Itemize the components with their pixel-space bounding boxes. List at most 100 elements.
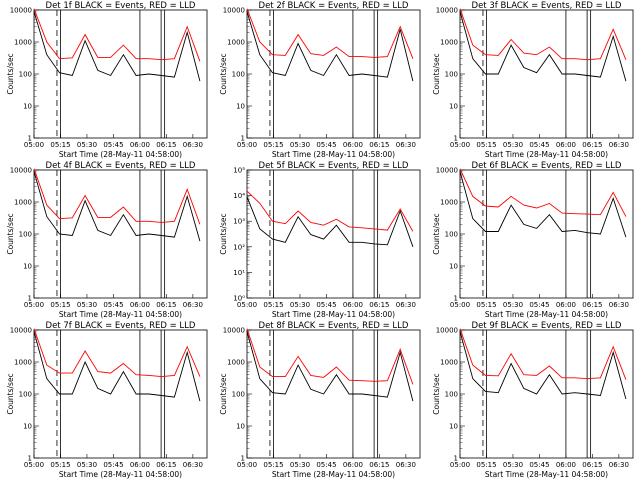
x-tick-label: 06:30 <box>396 461 416 469</box>
x-tick-label: 05:00 <box>24 301 44 309</box>
plot-frame <box>459 329 634 459</box>
y-axis-label: Counts/sec <box>219 213 228 254</box>
y-axis-label: Counts/sec <box>219 373 228 414</box>
y-tick-label: 10 <box>449 423 458 431</box>
panel-title: Det 5f BLACK = Events, RED = LLD <box>259 161 409 171</box>
detector-panel: Det 8f BLACK = Events, RED = LLD Start Ti… <box>219 321 421 479</box>
x-tick-label: 05:45 <box>103 461 123 469</box>
x-tick-label: 05:15 <box>476 461 496 469</box>
lld-series-line <box>33 168 201 225</box>
y-tick-label: 100 <box>445 231 458 239</box>
x-tick-label: 05:30 <box>503 141 523 149</box>
x-tick-label: 06:15 <box>582 301 602 309</box>
y-tick-label: 100 <box>232 391 245 399</box>
y-tick-label: 1000 <box>14 199 32 207</box>
lld-series-line <box>246 190 414 232</box>
y-tick-label: 1 <box>28 135 32 143</box>
y-tick-label: 10000 <box>223 7 245 15</box>
events-series-line <box>33 171 201 242</box>
x-axis-label: Start Time (28-May-11 04:58:00) <box>272 310 395 319</box>
x-tick-label: 06:00 <box>343 141 363 149</box>
y-tick-label: 10000 <box>10 7 32 15</box>
x-axis-label: Start Time (28-May-11 04:58:00) <box>485 310 608 319</box>
x-tick-label: 05:00 <box>450 141 470 149</box>
y-axis-label: Counts/sec <box>219 53 228 94</box>
detector-panel: Det 5f BLACK = Events, RED = LLD Start Ti… <box>219 161 421 319</box>
y-axis-label: Counts/sec <box>432 213 441 254</box>
x-tick-label: 05:30 <box>290 141 310 149</box>
y-tick-label: 1000 <box>227 359 245 367</box>
x-tick-label: 05:45 <box>529 301 549 309</box>
x-tick-label: 06:15 <box>156 301 176 309</box>
y-tick-label: 1 <box>28 295 32 303</box>
panel-title: Det 1f BLACK = Events, RED = LLD <box>46 1 196 11</box>
x-tick-label: 06:15 <box>369 301 389 309</box>
x-axis-label: Start Time (28-May-11 04:58:00) <box>272 150 395 159</box>
x-axis-label: Start Time (28-May-11 04:58:00) <box>59 310 182 319</box>
plot-frame <box>33 9 208 139</box>
y-axis-label: Counts/sec <box>6 213 15 254</box>
events-series-line <box>33 331 201 402</box>
x-tick-label: 06:15 <box>156 461 176 469</box>
x-tick-label: 05:15 <box>476 301 496 309</box>
events-series-line <box>33 11 201 82</box>
y-tick-label: 10000 <box>223 327 245 335</box>
x-tick-label: 06:30 <box>396 141 416 149</box>
x-tick-label: 05:30 <box>290 461 310 469</box>
y-tick-label: 10000 <box>10 167 32 175</box>
x-tick-label: 06:00 <box>130 461 150 469</box>
lld-series-line <box>246 8 414 59</box>
events-series-line <box>246 196 414 247</box>
y-tick-label: 10 <box>449 103 458 111</box>
detector-panel: Det 2f BLACK = Events, RED = LLD Start Ti… <box>219 1 421 159</box>
y-tick-label: 10000 <box>10 327 32 335</box>
x-tick-label: 05:00 <box>237 301 257 309</box>
x-axis-label: Start Time (28-May-11 04:58:00) <box>59 150 182 159</box>
x-tick-label: 05:15 <box>263 461 283 469</box>
x-tick-label: 06:15 <box>582 141 602 149</box>
y-tick-label: 10 <box>449 263 458 271</box>
panel-title: Det 4f BLACK = Events, RED = LLD <box>46 161 196 171</box>
x-tick-label: 05:15 <box>50 141 70 149</box>
x-tick-label: 05:30 <box>77 141 97 149</box>
events-series-line <box>246 331 414 402</box>
y-axis-label: Counts/sec <box>6 373 15 414</box>
x-tick-label: 05:45 <box>316 461 336 469</box>
y-axis-label: Counts/sec <box>6 53 15 94</box>
x-tick-label: 05:15 <box>50 461 70 469</box>
x-tick-label: 06:30 <box>609 141 629 149</box>
detector-panel: Det 4f BLACK = Events, RED = LLD Start Ti… <box>6 161 208 319</box>
x-tick-label: 05:45 <box>103 141 123 149</box>
y-tick-label: 10⁰ <box>233 295 245 303</box>
events-series-line <box>459 11 627 82</box>
x-tick-label: 06:30 <box>183 301 203 309</box>
x-tick-label: 05:45 <box>103 301 123 309</box>
y-tick-label: 1 <box>241 455 245 463</box>
x-tick-label: 05:15 <box>263 301 283 309</box>
x-tick-label: 05:15 <box>263 141 283 149</box>
detector-panel: Det 3f BLACK = Events, RED = LLD Start Ti… <box>432 1 634 159</box>
x-tick-label: 06:00 <box>556 301 576 309</box>
x-tick-label: 06:30 <box>183 461 203 469</box>
x-tick-label: 06:15 <box>582 461 602 469</box>
plot-frame <box>246 9 421 139</box>
x-tick-label: 05:15 <box>476 141 496 149</box>
x-tick-label: 06:30 <box>396 301 416 309</box>
x-tick-label: 06:00 <box>130 141 150 149</box>
y-tick-label: 10¹ <box>233 269 245 277</box>
x-tick-label: 05:00 <box>237 461 257 469</box>
y-tick-label: 1000 <box>14 359 32 367</box>
y-tick-label: 100 <box>445 71 458 79</box>
lld-series-line <box>33 8 201 62</box>
x-tick-label: 05:45 <box>529 141 549 149</box>
y-tick-label: 10000 <box>436 327 458 335</box>
y-tick-label: 100 <box>232 71 245 79</box>
y-tick-label: 1000 <box>440 199 458 207</box>
y-tick-label: 10000 <box>436 7 458 15</box>
detector-panel: Det 1f BLACK = Events, RED = LLD Start Ti… <box>6 1 208 159</box>
x-tick-label: 05:00 <box>24 141 44 149</box>
x-tick-label: 06:00 <box>556 141 576 149</box>
y-tick-label: 10 <box>23 103 32 111</box>
x-tick-label: 05:45 <box>529 461 549 469</box>
